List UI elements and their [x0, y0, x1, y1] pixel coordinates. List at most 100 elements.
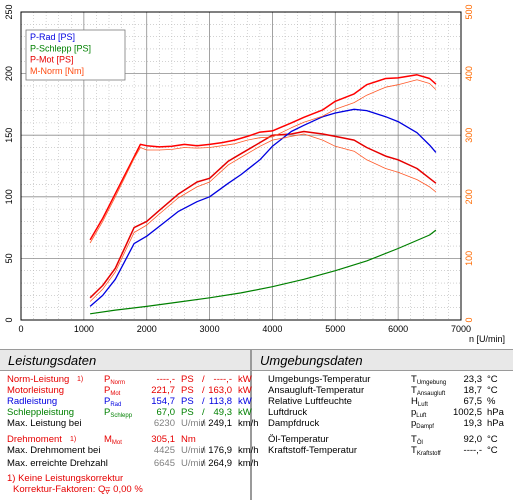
- row-symbol: PSchlepp: [104, 407, 132, 422]
- env-label: Kraftstoff-Temperatur: [268, 445, 358, 456]
- sep: /: [202, 385, 205, 396]
- x-tick-label: 6000: [388, 324, 408, 334]
- correction-label: Korrektur-Faktoren: QV: [13, 484, 109, 499]
- symbol-letter: H: [411, 396, 418, 407]
- plot-frame: [20, 11, 462, 321]
- symbol-letter: T: [411, 374, 417, 385]
- env-value: 67,5: [463, 396, 483, 407]
- symbol-letter: T: [411, 445, 417, 456]
- symbol-sub: Mot: [110, 391, 121, 397]
- env-symbol: pLuft: [411, 407, 426, 422]
- env-value: 19,3: [463, 418, 483, 429]
- left-tick-label: 200: [4, 66, 14, 81]
- env-unit: °C: [487, 445, 498, 456]
- symbol-letter: p: [411, 407, 417, 418]
- norm-leistung-row: Norm-Leistung 1) PNorm ----,- PS / ----,…: [7, 374, 252, 386]
- symbol-sub: Öl: [416, 440, 423, 446]
- env-label: Dampfdruck: [268, 418, 320, 429]
- env-label: Luftdruck: [268, 407, 308, 418]
- symbol-sub: Luft: [417, 402, 428, 408]
- schleppleistung-row: Schleppleistung PSchlepp 67,0 PS / 49,3 …: [7, 407, 252, 419]
- symbol-sub: Schlepp: [110, 413, 133, 419]
- sep: /: [202, 374, 205, 385]
- env-label: Öl-Temperatur: [268, 434, 329, 445]
- sep: /: [202, 445, 205, 456]
- row-symbol: PNorm: [104, 374, 125, 389]
- left-tick-label: 250: [4, 4, 14, 19]
- env-value: 92,0: [463, 434, 483, 445]
- unit-kw: kW: [238, 407, 252, 418]
- right-tick-label: 0: [464, 317, 474, 322]
- symbol-letter: T: [411, 434, 417, 445]
- row-label: Schleppleistung: [7, 407, 75, 418]
- env-unit: °C: [487, 374, 498, 385]
- row-label: Radleistung: [7, 396, 58, 407]
- max-leistung-row: Max. Leistung bei 6230 U/min / 249,1 km/…: [7, 418, 259, 429]
- x-tick-label: 5000: [325, 324, 345, 334]
- unit-nm: Nm: [181, 434, 196, 445]
- symbol-sub: Kraftstoff: [416, 451, 441, 457]
- env-symbol: HLuft: [411, 396, 428, 411]
- unit-kw: kW: [238, 374, 252, 385]
- unit-ps: PS: [181, 374, 194, 385]
- unit-rpm: U/min: [181, 445, 206, 456]
- series-line: [89, 108, 437, 307]
- env-unit: hPa: [487, 418, 504, 429]
- value-ps: ----,-: [156, 374, 175, 385]
- row-label: Norm-Leistung: [7, 374, 70, 385]
- x-tick-label: 0: [18, 324, 23, 334]
- legend-item: P-Rad [PS]: [30, 32, 75, 42]
- env-row: Luftdruck pLuft 1002,5 hPa: [268, 407, 513, 419]
- symbol-sub: Luft: [416, 413, 427, 419]
- right-tick-label: 500: [464, 4, 474, 19]
- unit-kmh: km/h: [238, 445, 259, 456]
- unit-ps: PS: [181, 396, 194, 407]
- unit-rpm: U/min: [181, 418, 206, 429]
- row-label: Max. erreichte Drehzahl: [7, 458, 108, 469]
- value-kw: ----,-: [213, 374, 232, 385]
- env-row: Kraftstoff-Temperatur TKraftstoff ----,- °C: [268, 445, 513, 457]
- env-row: Umgebungs-Temperatur TUmgebung 23,3 °C: [268, 374, 513, 386]
- correction-row: Korrektur-Faktoren: QV = 0,00 %: [7, 484, 250, 496]
- max-drehmoment-row: Max. Drehmoment bei 4425 U/min / 176,9 k…: [7, 445, 259, 456]
- env-value: 23,3: [463, 374, 483, 385]
- row-label: Max. Leistung bei: [7, 418, 82, 429]
- umgebungsdaten-header: Umgebungsdaten: [252, 349, 513, 371]
- row-symbol: MMot: [104, 434, 122, 449]
- sep: /: [202, 458, 205, 469]
- row-symbol: PRad: [104, 396, 121, 411]
- sep: /: [202, 396, 205, 407]
- footnote-ref: 1): [77, 376, 84, 383]
- env-label: Ansaugluft-Temperatur: [268, 385, 365, 396]
- value-rpm: 4425: [153, 445, 175, 456]
- symbol-letter: P: [104, 385, 111, 396]
- sep: /: [202, 418, 205, 429]
- series-line: [90, 229, 437, 315]
- value-nm: 305,1: [151, 434, 175, 445]
- env-symbol: TÖl: [411, 434, 423, 449]
- x-tick-label: 3000: [200, 324, 220, 334]
- env-unit: hPa: [487, 407, 504, 418]
- series-line: [89, 74, 437, 241]
- radleistung-row: Radleistung PRad 154,7 PS / 113,8 kW: [7, 396, 252, 408]
- legend-item: P-Schlepp [PS]: [30, 43, 91, 53]
- unit-kw: kW: [238, 396, 252, 407]
- value-kmh: 176,9: [208, 445, 232, 456]
- value-rpm: 6230: [153, 418, 175, 429]
- correction-value: = 0,00 %: [105, 484, 143, 495]
- left-tick-label: 100: [4, 189, 14, 204]
- right-tick-label: 100: [464, 251, 474, 266]
- right-tick-label: 300: [464, 128, 474, 143]
- unit-ps: PS: [181, 385, 194, 396]
- row-label: Max. Drehmoment bei: [7, 445, 101, 456]
- env-unit: °C: [487, 385, 498, 396]
- row-label: Motorleistung: [7, 385, 65, 396]
- symbol-letter: p: [411, 418, 417, 429]
- symbol-sub: Ansaugluft: [416, 391, 446, 397]
- x-tick-label: 4000: [262, 324, 282, 334]
- series-line: [89, 79, 437, 244]
- unit-kmh: km/h: [238, 418, 259, 429]
- env-value: ----,-: [463, 445, 482, 456]
- value-kw: 163,0: [208, 385, 232, 396]
